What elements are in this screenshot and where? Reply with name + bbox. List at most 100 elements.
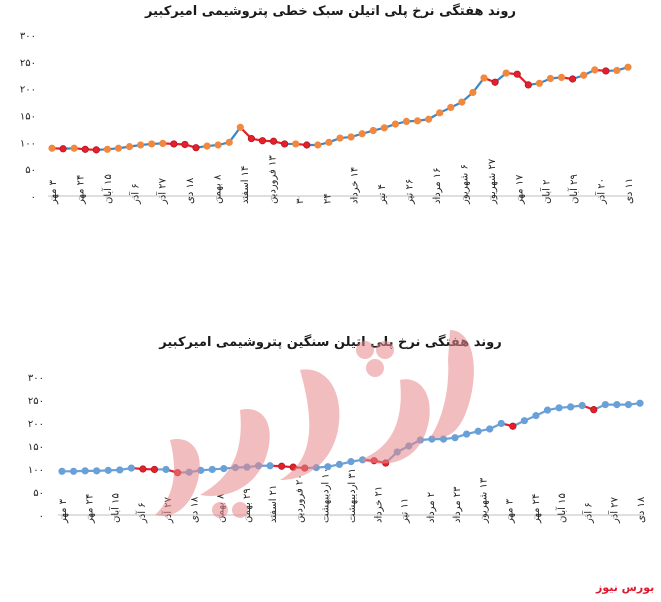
data-point [181,140,189,149]
x-tick-label: ۳ مهر [48,179,59,205]
x-tick-label: ۶ آذر [135,502,148,524]
x-tick-label: ۱۵ آبان [555,493,568,523]
data-point [447,103,455,112]
data-point [48,144,56,152]
x-tick-label: ۱۵ آبان [109,493,122,523]
chart-title: روند هفتگی نرخ پلی اتیلن سبک خطی پتروشیم… [145,4,516,19]
data-point [436,109,444,117]
y-tick-label: ۲۰۰ [28,419,44,430]
data-point [159,139,167,148]
data-point [602,67,610,75]
x-tick-label: ۶ شهریور [459,164,470,205]
data-point [220,464,228,473]
data-point [520,417,529,425]
data-point [636,399,644,407]
data-point [591,66,599,74]
data-point [451,434,459,442]
data-point [236,123,244,131]
data-point [192,144,200,152]
x-tick-label: ۳ مهر [505,498,516,524]
y-tick-label: ۲۵۰ [20,58,36,69]
x-tick-label: ۲۴ مهر [84,494,95,524]
y-tick-label: ۲۰۰ [20,85,36,96]
x-tick-label: ۲۴ [322,193,333,204]
x-tick-label: ۲۹ بهمن [242,488,253,523]
data-point [469,88,477,97]
y-tick-label: ۱۵۰ [28,442,44,453]
x-tick-label: ۱۰ اردیبهشت [321,468,332,523]
x-tick-label: ۲۱ خرداد [373,486,384,523]
data-point [292,140,300,148]
x-tick-label: ۲ آبان [540,179,553,204]
data-point [137,141,145,149]
data-point [497,419,505,428]
data-point [580,71,588,79]
data-point [278,462,286,470]
data-point [624,401,633,409]
data-point [150,465,159,474]
x-tick-label: ۲۰ فروردین [294,474,305,523]
x-tick-label: ۳ [295,198,306,204]
data-point [601,401,609,409]
x-tick-label: ۱۶ مرداد [432,168,443,205]
x-tick-label: ۸ بهمن [213,174,224,204]
data-point [93,467,101,475]
data-point [613,66,621,75]
data-point [225,138,233,146]
data-point [402,117,411,126]
data-point [347,458,355,466]
data-point [590,406,598,414]
line-chart: ۰ ۵۰ ۱۰۰ ۱۵۰ ۲۰۰ ۲۵۰ ۳۰۰ ۳ مهر ۲۴ مهر ۱۵ آبان ۶ آذ… [20,31,635,205]
data-point [557,73,566,81]
data-point [104,466,112,474]
x-tick-label: ۲۱ اسفند [268,485,279,523]
y-tick-label: ۰ [39,511,44,522]
data-point [509,422,517,430]
y-tick-label: ۳۰۰ [20,31,36,42]
data-point [380,124,388,132]
data-point [546,74,555,83]
data-point [69,467,78,475]
x-tick-label: ۲۷ آذر [608,496,621,524]
y-tick-label: ۱۵۰ [20,112,36,123]
data-point [458,98,466,106]
x-tick-label: ۲۶ تیر [405,179,416,205]
data-point [58,467,66,475]
x-tick-label: ۴ تیر [377,184,388,205]
x-tick-label: ۳ مهر [58,498,69,524]
x-tick-label: ۲۷ آذر [156,177,169,205]
data-point [413,117,422,125]
chart-ldpe-linear: روند هفتگی نرخ پلی اتیلن سبک خطی پتروشیم… [0,0,661,290]
x-tick-label: ۱۴ اسفند [240,166,251,204]
data-point [578,401,586,410]
source-label: بورس نیوز [596,581,655,594]
data-point [486,425,494,433]
data-point [266,462,274,470]
watermark-logo [155,330,474,518]
data-point [162,465,170,474]
x-tick-label: ۱۱ دی [624,178,635,204]
data-point [391,120,399,128]
y-tick-label: ۳۰۰ [28,373,44,384]
x-tick-label: ۱۸ دی [636,496,647,523]
data-point [462,430,471,438]
x-tick-label: ۲۴ مهر [75,175,86,205]
x-tick-label: ۱۴ خرداد [350,167,361,204]
data-point [203,142,211,150]
data-point [491,78,499,86]
data-point [474,427,482,435]
data-point [92,146,100,154]
y-tick-label: ۵۰ [25,165,36,176]
data-point [139,465,147,473]
data-point [555,404,563,412]
y-tick-label: ۵۰ [33,488,44,499]
data-point [81,145,89,153]
data-point [324,463,332,471]
data-point [335,460,344,468]
data-point [425,115,433,123]
x-tick-label: ۲۴ مهر [531,494,542,524]
data-point [214,141,222,149]
data-point [613,401,621,409]
data-point [543,406,552,414]
data-point [569,75,577,83]
